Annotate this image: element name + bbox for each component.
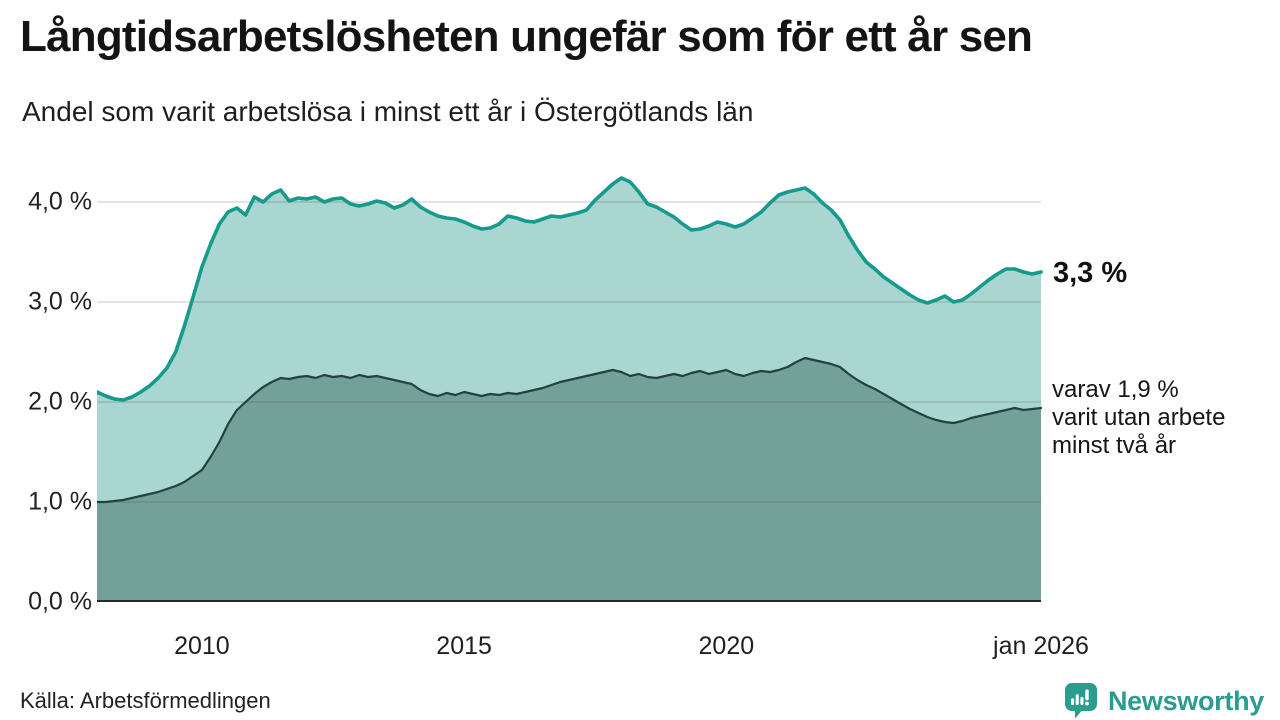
subset-annotation-line: varav 1,9 % bbox=[1052, 376, 1179, 403]
chart-subtitle: Andel som varit arbetslösa i minst ett å… bbox=[22, 96, 754, 127]
y-tick-label: 1,0 % bbox=[28, 487, 92, 516]
latest-value-label: 3,3 % bbox=[1053, 257, 1128, 289]
y-tick-label: 4,0 % bbox=[28, 187, 92, 216]
brand-logo: Newsworthy bbox=[1063, 682, 1264, 720]
source-note: Källa: Arbetsförmedlingen bbox=[20, 688, 271, 713]
subset-line bbox=[97, 356, 1043, 504]
subset-annotation: varav 1,9 % varit utan arbete minst två … bbox=[1052, 376, 1225, 460]
x-tick-label: 2020 bbox=[698, 632, 755, 660]
x-tick-label: jan 2026 bbox=[993, 632, 1089, 660]
area-chart bbox=[97, 176, 1043, 602]
subset-annotation-line: minst två år bbox=[1052, 432, 1177, 459]
brand-wordmark: Newsworthy bbox=[1107, 685, 1264, 716]
subset-annotation-line: varit utan arbete bbox=[1052, 404, 1226, 431]
newsworthy-icon bbox=[1064, 683, 1097, 719]
total-line bbox=[97, 176, 1043, 402]
y-tick-label: 0,0 % bbox=[28, 587, 92, 616]
y-tick-label: 2,0 % bbox=[28, 387, 92, 416]
page-title: Långtidsarbetslösheten ungefär som för e… bbox=[20, 12, 1033, 61]
x-tick-label: 2015 bbox=[436, 632, 492, 660]
subset-area bbox=[97, 358, 1041, 602]
y-tick-label: 3,0 % bbox=[28, 287, 92, 316]
x-tick-label: 2010 bbox=[174, 632, 230, 660]
